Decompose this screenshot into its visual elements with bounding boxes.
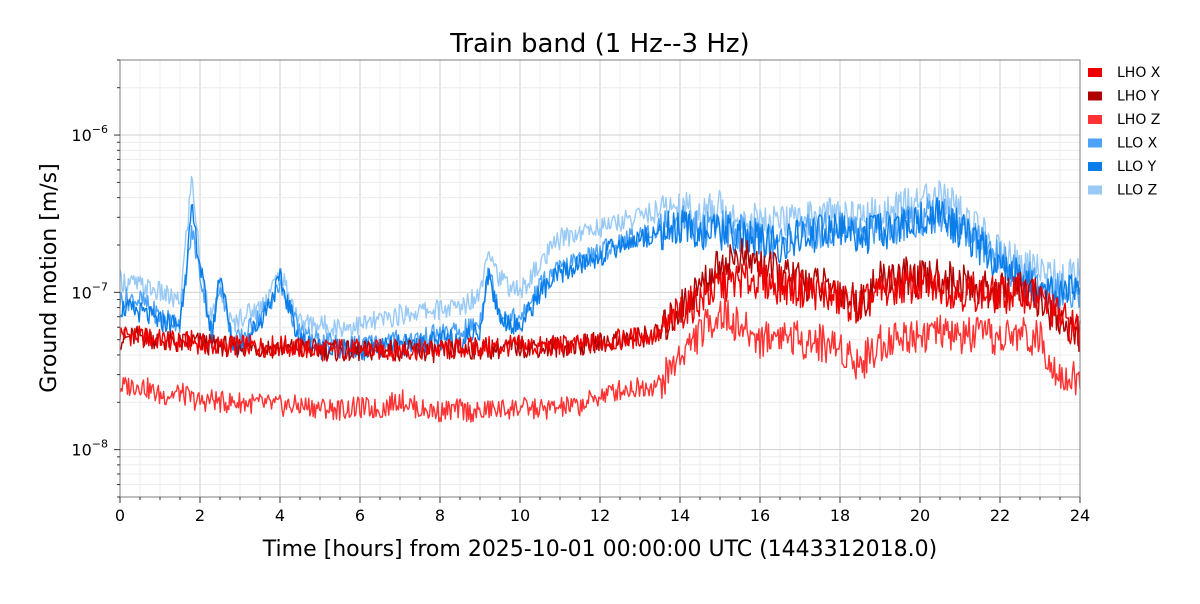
x-axis-label: Time [hours] from 2025-10-01 00:00:00 UT…: [262, 537, 937, 562]
x-tick-label: 20: [910, 506, 930, 525]
legend-label: LHO Y: [1117, 89, 1160, 105]
y-tick-label: 10−7: [71, 280, 108, 302]
legend-swatch: [1088, 91, 1102, 101]
x-tick-label: 14: [670, 506, 690, 525]
legend-swatch: [1088, 185, 1102, 195]
y-axis-label: Ground motion [m/s]: [37, 163, 62, 392]
chart-title: Train band (1 Hz--3 Hz): [449, 29, 749, 59]
x-tick-label: 12: [590, 506, 610, 525]
x-tick-label: 0: [115, 506, 125, 525]
series-line-lho-z: [119, 297, 1081, 423]
legend-swatch: [1088, 138, 1102, 148]
x-tick-label: 16: [750, 506, 770, 525]
y-tick-label: 10−8: [71, 438, 108, 460]
legend-label: LLO X: [1117, 136, 1158, 152]
y-tick-label: 10−6: [71, 123, 108, 145]
legend-swatch: [1088, 115, 1102, 124]
x-tick-label: 6: [355, 506, 365, 525]
series-line-lho-x: [119, 260, 1081, 362]
series-line-llo-y: [119, 197, 1081, 361]
x-tick-label: 10: [510, 506, 530, 525]
legend-swatch: [1088, 68, 1102, 77]
series-layer: [119, 175, 1081, 423]
grid: [119, 59, 1081, 498]
legend-label: LLO Z: [1117, 183, 1157, 199]
legend-label: LHO X: [1117, 65, 1161, 81]
x-tick-label: 4: [275, 506, 285, 525]
x-tick-label: 22: [990, 506, 1010, 525]
x-tick-label: 2: [195, 506, 205, 525]
x-tick-label: 24: [1070, 506, 1090, 525]
x-tick-label: 18: [830, 506, 850, 525]
legend: LHO X LHO Y LHO Z LLO X LLO Y LLO Z: [1088, 65, 1161, 199]
legend-label: LLO Y: [1117, 159, 1157, 175]
legend-swatch: [1088, 162, 1102, 171]
series-line-llo-x: [119, 197, 1081, 357]
x-tick-label: 8: [435, 506, 445, 525]
legend-label: LHO Z: [1117, 112, 1160, 128]
